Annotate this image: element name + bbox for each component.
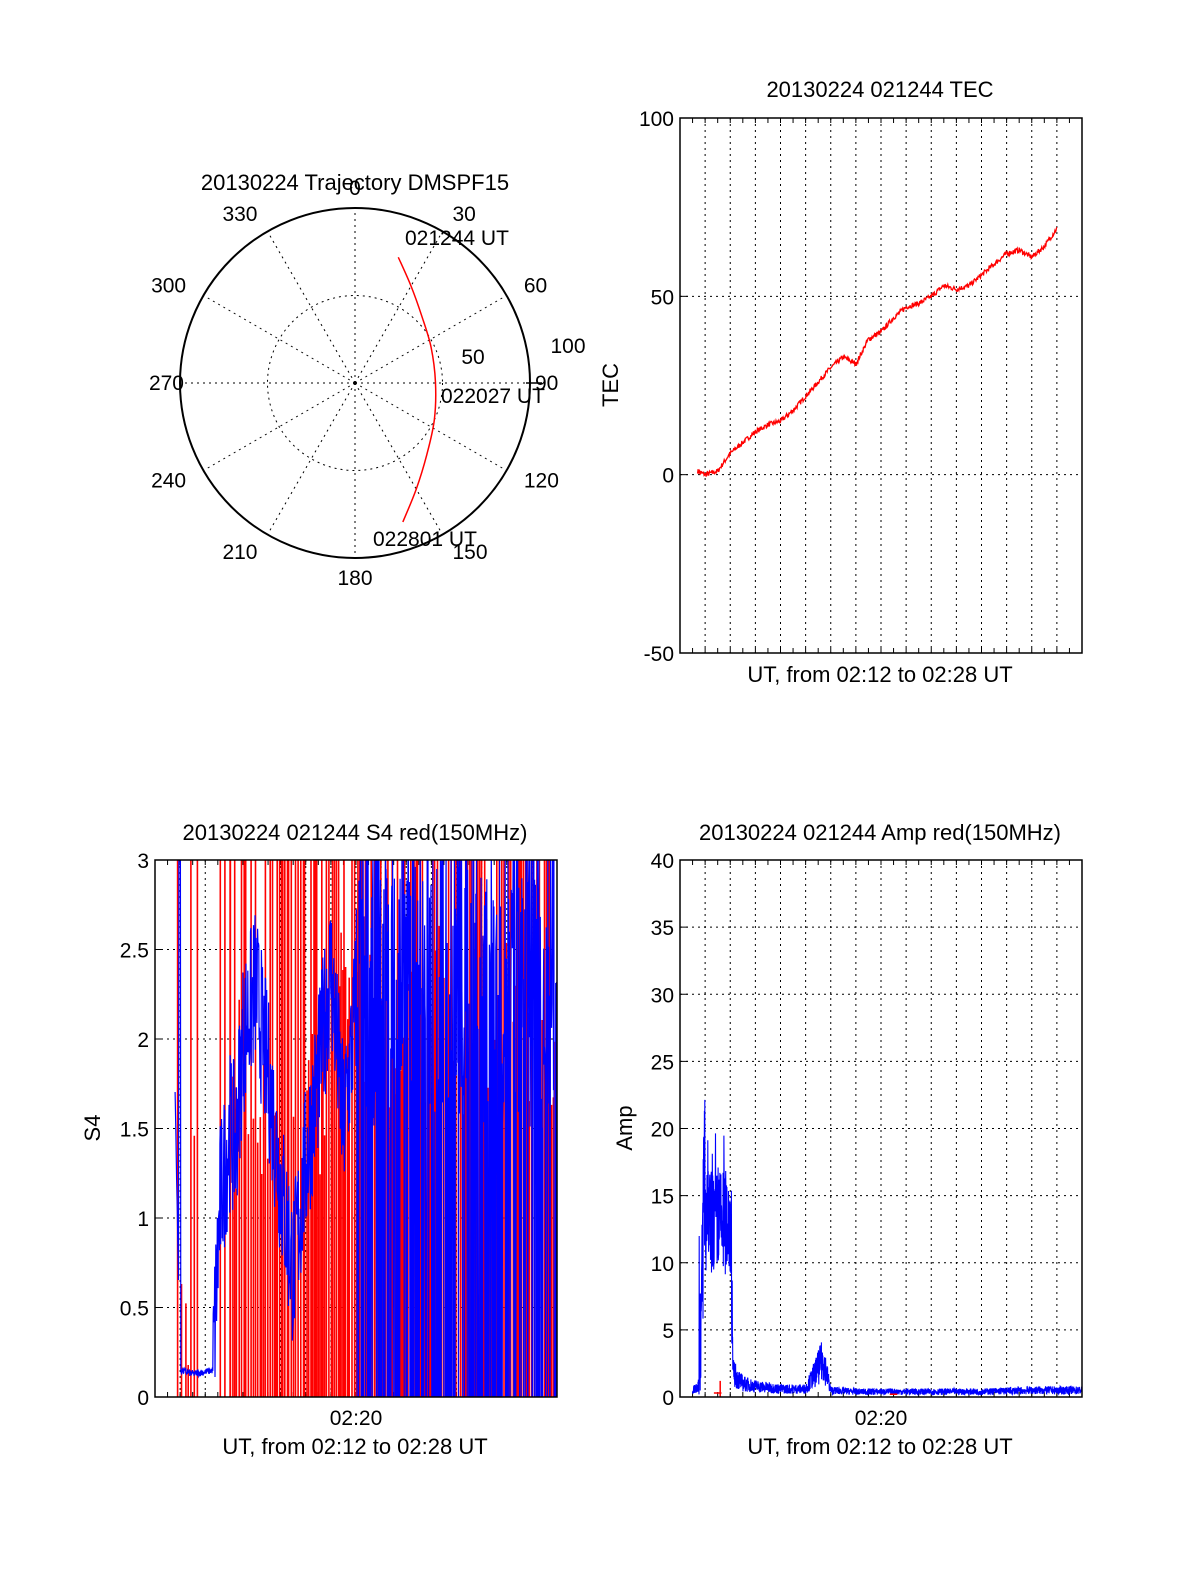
polar-angle-tick: 210	[222, 541, 257, 564]
trajectory-series	[397, 256, 437, 523]
polar-spoke	[267, 382, 356, 535]
y-tick-label: 0	[662, 465, 674, 488]
polar-tick-labels: 0 30 60 90 120 150 180 210 240 270 300 330 50 100	[149, 177, 586, 590]
trajectory-line	[397, 256, 437, 523]
polar-spoke	[354, 382, 443, 535]
axes-frame	[154, 859, 558, 1398]
tec-xlabel: UT, from 02:12 to 02:28 UT	[747, 662, 1012, 687]
y-tick-label: 2.5	[120, 940, 149, 963]
y-tick-label: 0	[662, 1387, 674, 1410]
polar-angle-tick: 150	[453, 541, 488, 564]
amp-red-series	[713, 1380, 898, 1397]
polar-angle-tick: 300	[151, 275, 186, 298]
polar-angle-tick: 180	[337, 567, 372, 590]
polar-angle-tick: 30	[453, 203, 476, 226]
polar-radius-tick: 100	[550, 335, 585, 358]
trajectory-polar-plot: 20130224 Trajectory DMSPF15 0 30 60 90 120 15…	[149, 170, 586, 590]
s4-blue-series	[174, 860, 557, 1397]
y-tick-label: 0	[137, 1387, 149, 1410]
polar-spoke	[203, 382, 356, 471]
x-tick-label: 02:20	[330, 1407, 383, 1430]
x-tick-label: 02:20	[855, 1407, 908, 1430]
polar-grid	[179, 207, 542, 559]
polar-spoke	[267, 231, 356, 384]
polar-angle-tick: 240	[151, 470, 186, 493]
polar-spoke	[203, 295, 356, 384]
trajectory-annotations: 021244 UT 022027 UT 022801 UT	[373, 227, 545, 551]
y-tick-label: 100	[639, 108, 674, 131]
polar-angle-tick: 0	[349, 177, 361, 200]
polar-angle-tick: 330	[222, 203, 257, 226]
polar-spoke	[354, 295, 507, 384]
y-tick-label: -50	[644, 643, 674, 666]
amp-plot: 20130224 021244 Amp red(150MHz) UT, from…	[612, 820, 1083, 1459]
y-tick-label: 30	[651, 984, 674, 1007]
polar-ring-50	[267, 295, 443, 471]
polar-angle-tick: 60	[524, 275, 547, 298]
y-tick-label: 25	[651, 1051, 674, 1074]
y-tick-label: 50	[651, 286, 674, 309]
trajectory-start-label: 021244 UT	[405, 227, 509, 250]
s4-title: 20130224 021244 S4 red(150MHz)	[183, 820, 528, 845]
axes-frame	[679, 859, 1083, 1398]
polar-spoke	[354, 231, 443, 384]
s4-plot: 20130224 021244 S4 red(150MHz) UT, from …	[80, 820, 558, 1459]
y-tick-label: 40	[651, 850, 674, 873]
polar-angle-tick: 270	[149, 372, 184, 395]
amp-title: 20130224 021244 Amp red(150MHz)	[699, 820, 1061, 845]
trajectory-title: 20130224 Trajectory DMSPF15	[201, 170, 509, 195]
tec-plot: 20130224 021244 TEC UT, from 02:12 to 02…	[598, 77, 1083, 687]
y-tick-label: 1	[137, 1208, 149, 1231]
amp-xlabel: UT, from 02:12 to 02:28 UT	[747, 1434, 1012, 1459]
y-tick-label: 5	[662, 1320, 674, 1343]
polar-angle-tick: 120	[524, 470, 559, 493]
axes-frame	[679, 117, 1083, 654]
s4-xlabel: UT, from 02:12 to 02:28 UT	[222, 1434, 487, 1459]
polar-spoke	[354, 382, 507, 471]
y-tick-label: 20	[651, 1119, 674, 1142]
y-tick-label: 0.5	[120, 1298, 149, 1321]
trajectory-end-label: 022801 UT	[373, 528, 477, 551]
trajectory-mid-label: 022027 UT	[441, 385, 545, 408]
tec-series-line	[696, 226, 1058, 477]
y-tick-label: 35	[651, 917, 674, 940]
plot-area	[174, 860, 557, 1397]
y-tick-label: 2	[137, 1029, 149, 1052]
plot-area	[692, 1099, 1082, 1397]
polar-angle-tick: 90	[535, 372, 558, 395]
amp-ylabel: Amp	[612, 1105, 637, 1150]
tec-title: 20130224 021244 TEC	[766, 77, 993, 102]
y-tick-label: 10	[651, 1253, 674, 1276]
tec-ylabel: TEC	[598, 363, 623, 407]
polar-radius-tick: 50	[461, 346, 484, 369]
plot-area	[696, 226, 1058, 477]
y-tick-label: 1.5	[120, 1119, 149, 1142]
s4-ylabel: S4	[80, 1115, 105, 1142]
amp-blue-series	[692, 1099, 1082, 1397]
y-tick-label: 15	[651, 1186, 674, 1209]
y-tick-label: 3	[137, 850, 149, 873]
